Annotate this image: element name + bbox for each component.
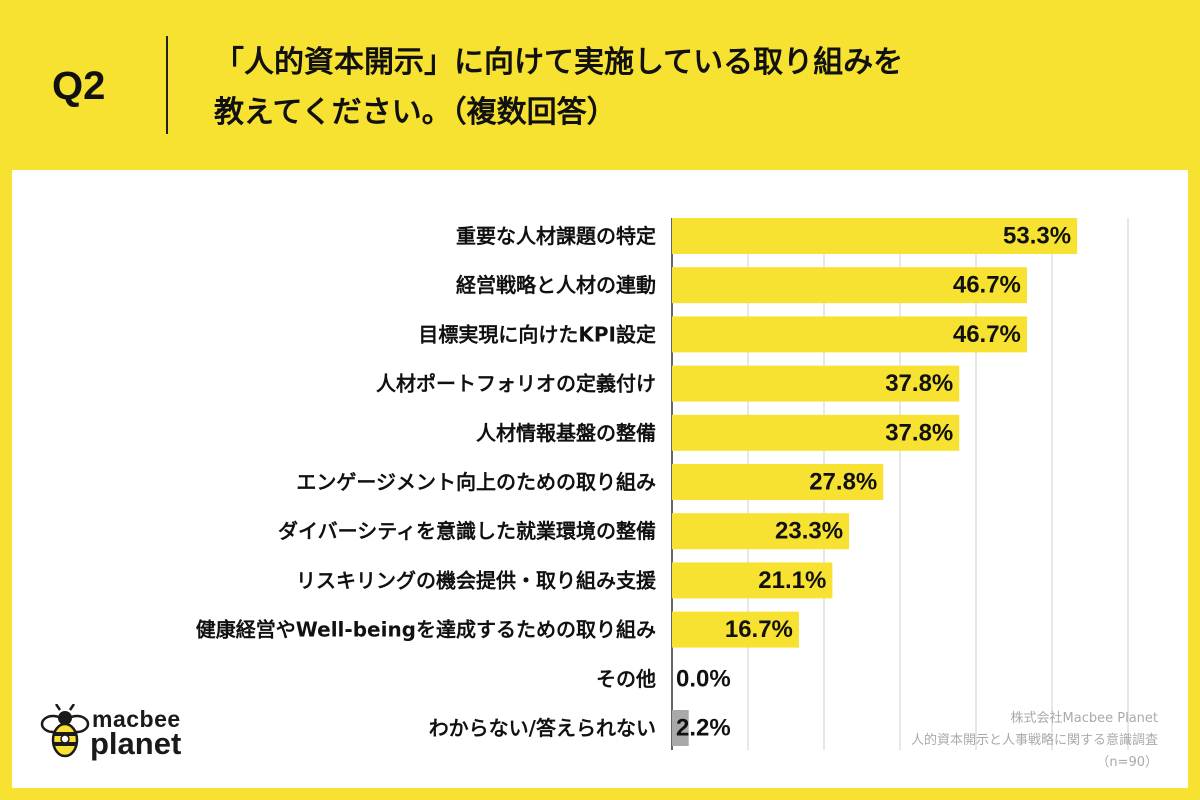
category-label: その他: [596, 667, 656, 691]
bar: [672, 414, 960, 451]
credit-survey: 人的資本開示と人事戦略に関する意識調査: [910, 733, 1158, 748]
logo-text-macbee: macbee: [92, 706, 181, 732]
question-title: 「人的資本開示」に向けて実施している取り組みを 教えてください。（複数回答）: [214, 38, 1114, 138]
chart-panel: 重要な人材課題の特定 53.3% 経営戦略と人材の連動 46.7% 目標実現に向けたKP…: [12, 170, 1188, 788]
credit-company: 株式会社Macbee Planet: [1010, 711, 1158, 726]
company-logo: macbee planet: [40, 700, 210, 770]
category-label: 目標実現に向けたKPI設定: [418, 322, 656, 346]
category-label: 人材情報基盤の整備: [476, 421, 656, 445]
value-label: 27.8%: [809, 469, 877, 496]
category-label: エンゲージメント向上のための取り組み: [296, 470, 656, 494]
question-number: Q2: [52, 64, 106, 108]
bar: [672, 316, 1027, 353]
bar: [672, 562, 833, 599]
value-label: 0.0%: [676, 665, 731, 692]
value-label: 37.8%: [885, 419, 953, 446]
value-label: 46.7%: [953, 321, 1021, 348]
header: Q2 「人的資本開示」に向けて実施している取り組みを 教えてください。（複数回答…: [0, 0, 1200, 170]
value-label: 37.8%: [885, 370, 953, 397]
category-label: 重要な人材課題の特定: [456, 224, 656, 248]
category-label: わからない/答えられない: [429, 716, 656, 740]
value-label: 46.7%: [953, 272, 1021, 299]
value-label: 21.1%: [758, 567, 826, 594]
question-title-line2: 教えてください。（複数回答）: [214, 95, 617, 130]
value-label: 53.3%: [1003, 223, 1071, 250]
bar: [672, 710, 689, 746]
value-label: 23.3%: [775, 518, 843, 545]
category-label: 人材ポートフォリオの定義付け: [376, 372, 656, 396]
logo-text-planet: planet: [90, 726, 182, 761]
bar: [672, 267, 1027, 304]
question-title-line1: 「人的資本開示」に向けて実施している取り組みを: [214, 45, 904, 80]
category-label: リスキリングの機会提供・取り組み支援: [296, 568, 657, 592]
bar: [672, 513, 850, 550]
source-credit: 株式会社Macbee Planet 人的資本開示と人事戦略に関する意識調査 （n…: [911, 708, 1158, 774]
bar: [672, 365, 960, 402]
category-label: 経営戦略と人材の連動: [456, 273, 656, 297]
bar: [672, 218, 1078, 254]
header-divider: [166, 36, 168, 134]
bar-chart: 重要な人材課題の特定 53.3% 経営戦略と人材の連動 46.7% 目標実現に向けたKP…: [196, 218, 1129, 750]
value-label: 2.2%: [676, 715, 731, 742]
bee-icon: [40, 704, 90, 758]
category-label: ダイバーシティを意識した就業環境の整備: [278, 519, 656, 543]
bar: [672, 464, 884, 500]
category-label: 健康経営やWell-beingを達成するための取り組み: [196, 618, 656, 642]
bar: [672, 611, 799, 648]
value-label: 16.7%: [725, 616, 793, 643]
credit-sample: （n=90）: [1096, 755, 1158, 770]
